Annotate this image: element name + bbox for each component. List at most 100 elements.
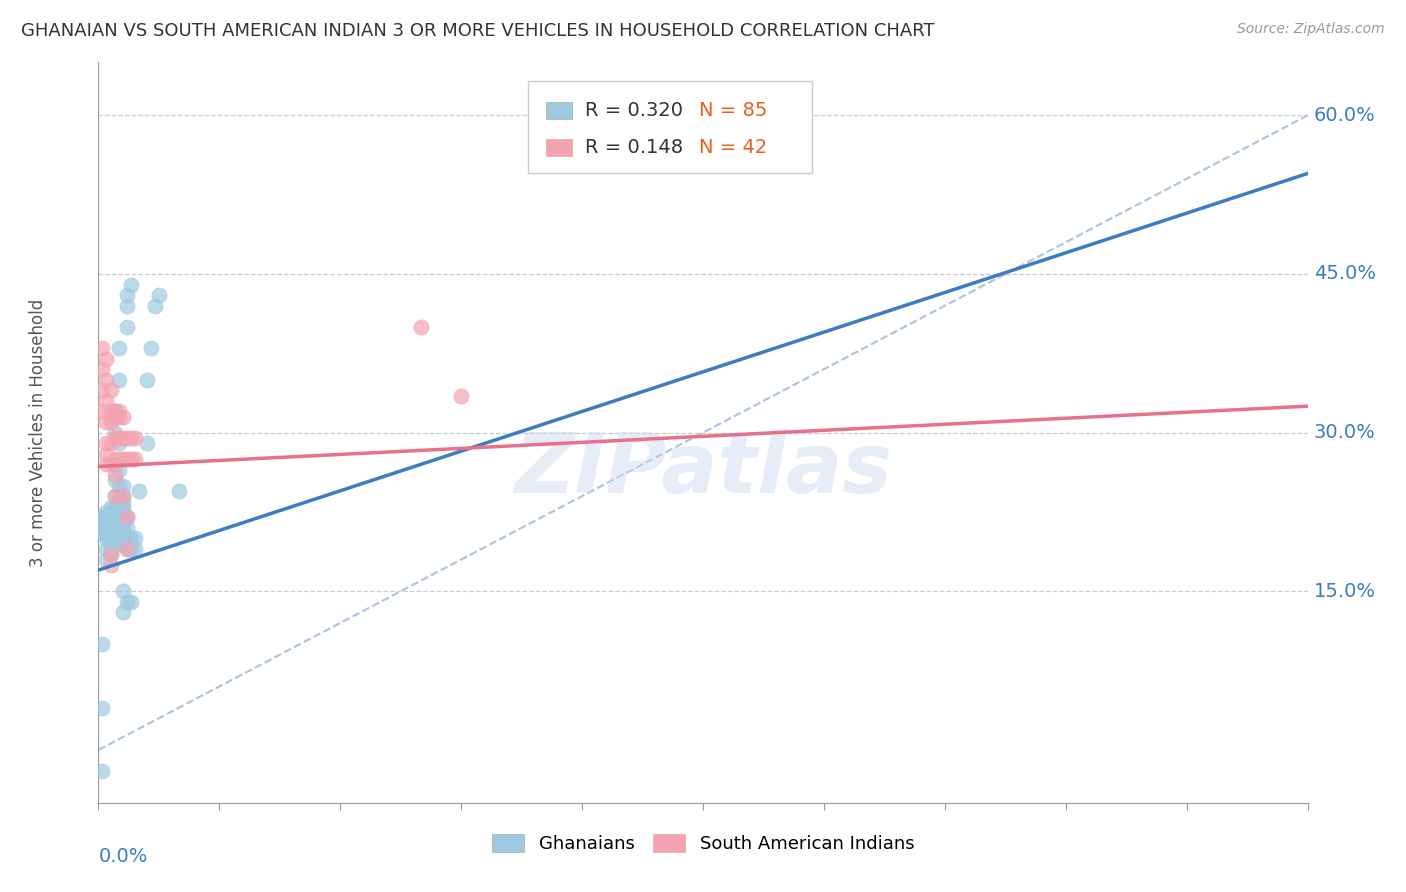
Point [111,521,134,535]
Point [111,526,134,541]
Text: 3 or more Vehicles in Household: 3 or more Vehicles in Household [30,299,46,566]
Point [100,436,122,450]
Point [111,505,134,519]
FancyBboxPatch shape [527,81,811,173]
Point [96,526,118,541]
Point [96,521,118,535]
Point [111,606,134,620]
Point [120,431,142,445]
Point [409,319,432,334]
Point [115,299,138,313]
Point [100,404,122,418]
Point [100,547,122,561]
Point [96,458,118,472]
Point [111,500,134,514]
Text: 60.0%: 60.0% [1313,106,1375,125]
Point [103,516,125,530]
Point [91,637,114,651]
Point [103,510,125,524]
Point [135,436,157,450]
Text: N = 42: N = 42 [699,138,768,157]
Point [91,700,114,714]
Point [91,510,114,524]
Point [139,341,162,355]
Point [96,447,118,461]
Point [103,489,125,503]
Text: 30.0%: 30.0% [1313,423,1375,442]
Point [100,537,122,551]
Point [91,362,114,376]
Point [96,505,118,519]
Point [107,532,129,546]
Point [111,489,134,503]
Point [120,595,142,609]
Point [103,532,125,546]
Point [120,277,142,292]
Point [115,288,138,302]
Text: 0.0%: 0.0% [98,847,148,866]
Point [135,373,157,387]
Point [111,452,134,467]
Point [107,409,129,424]
Point [100,384,122,398]
Point [100,526,122,541]
Point [100,521,122,535]
Point [107,521,129,535]
Point [107,478,129,492]
Point [91,516,114,530]
Point [96,393,118,408]
Point [100,532,122,546]
Point [124,532,146,546]
Point [115,510,138,524]
Point [96,532,118,546]
Point [100,458,122,472]
Point [124,452,146,467]
Point [96,351,118,366]
Text: R = 0.148: R = 0.148 [585,138,683,157]
Point [100,516,122,530]
Point [111,489,134,503]
Point [91,384,114,398]
Text: 15.0%: 15.0% [1313,582,1375,601]
Point [115,452,138,467]
Text: Source: ZipAtlas.com: Source: ZipAtlas.com [1237,22,1385,37]
Point [91,764,114,778]
Point [103,425,125,440]
Point [120,532,142,546]
Point [100,505,122,519]
Point [107,526,129,541]
Text: N = 85: N = 85 [699,101,768,120]
Point [107,373,129,387]
Point [111,532,134,546]
Point [96,510,118,524]
Point [96,373,118,387]
Text: R = 0.320: R = 0.320 [585,101,682,120]
Point [91,521,114,535]
Point [111,537,134,551]
Point [103,526,125,541]
Point [103,505,125,519]
Point [107,537,129,551]
Point [107,452,129,467]
Point [115,431,138,445]
Point [115,319,138,334]
Point [124,541,146,556]
Point [107,436,129,450]
Point [120,541,142,556]
Point [103,489,125,503]
Point [115,541,138,556]
Point [128,483,150,498]
Point [96,436,118,450]
Point [100,547,122,561]
Point [115,521,138,535]
Point [91,341,114,355]
Point [107,341,129,355]
Point [115,510,138,524]
Point [107,462,129,476]
Legend: Ghanaians, South American Indians: Ghanaians, South American Indians [485,827,921,861]
Point [148,288,170,302]
Point [103,467,125,482]
Point [143,299,166,313]
Point [111,409,134,424]
Point [111,431,134,445]
